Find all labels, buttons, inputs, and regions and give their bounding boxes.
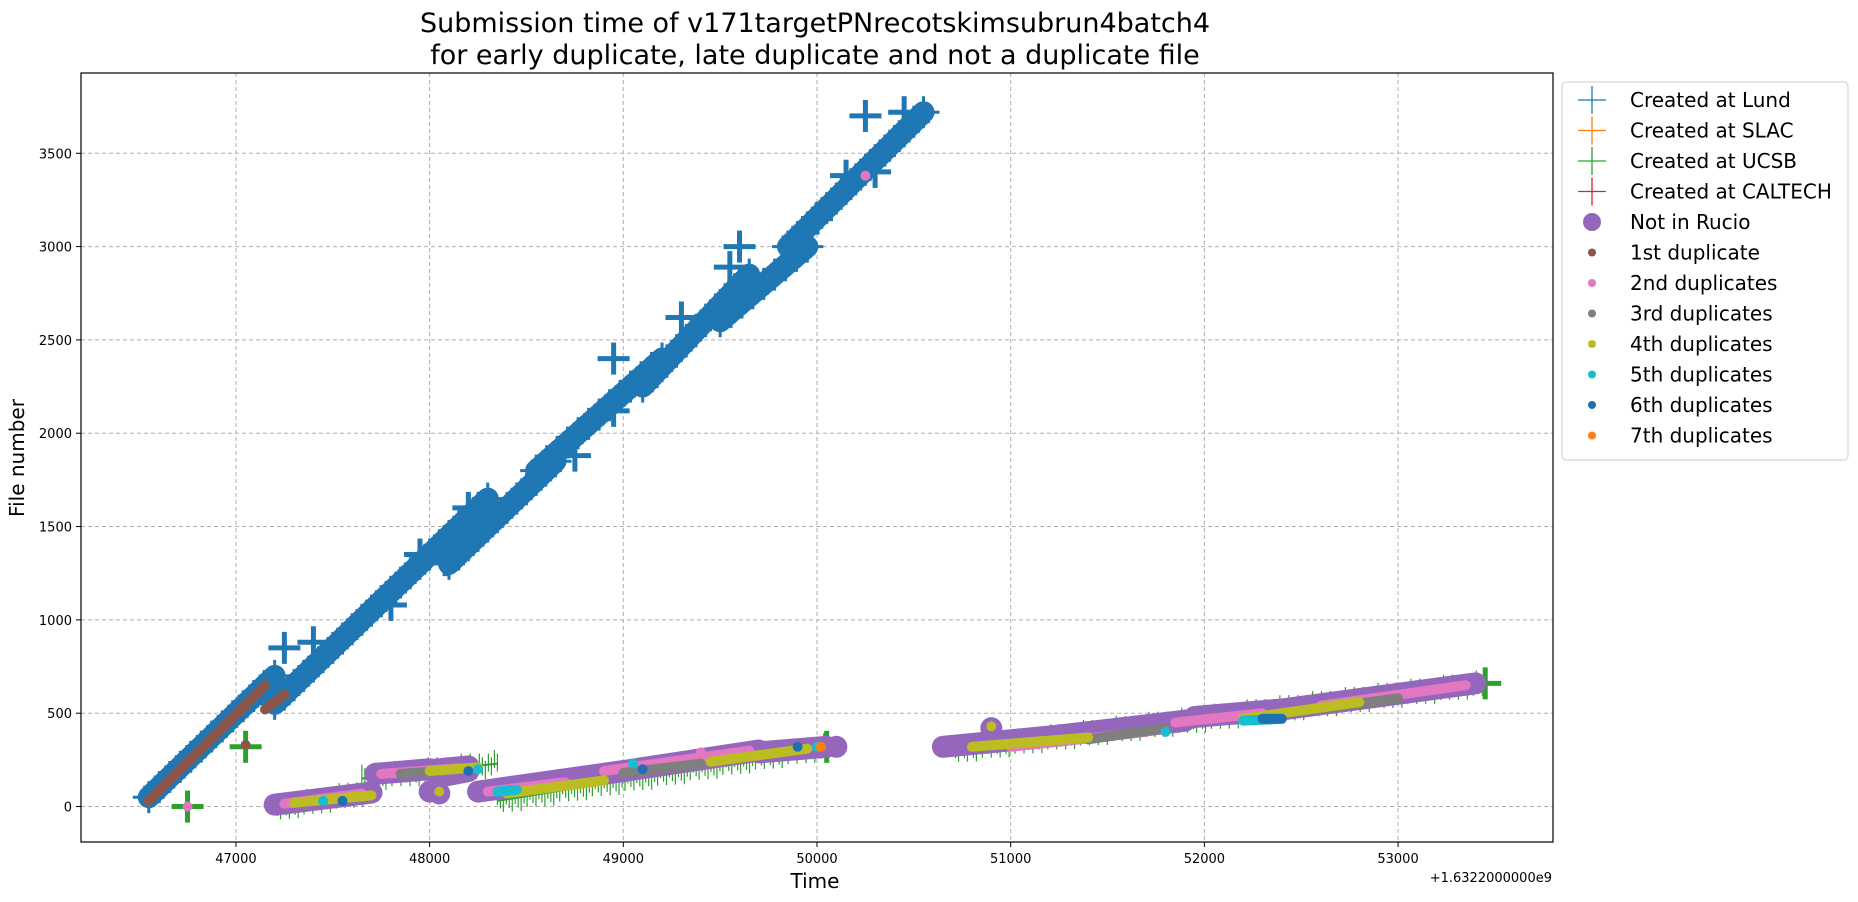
legend-entry: 1st duplicate xyxy=(1588,241,1760,265)
legend-box xyxy=(1561,81,1849,461)
legend: Created at Lund Created at SLAC Created at… xyxy=(1561,81,1849,461)
legend-entry: Created at CALTECH xyxy=(1578,177,1832,206)
x-axis-label: Time xyxy=(790,869,840,893)
y-tick-label: 1500 xyxy=(39,521,72,536)
legend-label: Created at CALTECH xyxy=(1630,180,1832,204)
x-axis-offset: +1.6322000000e9 xyxy=(1430,871,1552,886)
legend-marker xyxy=(1583,213,1601,231)
5th-duplicates-point xyxy=(1160,726,1171,737)
grid xyxy=(81,73,1553,842)
4th-duplicates-point xyxy=(434,786,445,797)
4th-duplicates-run xyxy=(502,775,609,799)
y-tick-label: 2500 xyxy=(39,334,72,349)
y-axis-label: File number xyxy=(5,398,29,517)
legend-entry: Created at UCSB xyxy=(1578,147,1797,175)
legend-label: 2nd duplicates xyxy=(1630,271,1777,295)
y-tick-label: 3500 xyxy=(39,147,72,162)
5th-duplicates-run xyxy=(492,784,522,797)
6th-duplicates-point xyxy=(637,764,648,775)
series-6th-duplicates xyxy=(337,713,1287,806)
y-tick-label: 2000 xyxy=(39,427,72,442)
not-in-rucio-point xyxy=(418,780,441,803)
5th-duplicates-point xyxy=(628,758,638,769)
legend-marker xyxy=(1588,309,1596,318)
legend-marker xyxy=(1588,340,1596,348)
legend-entry: 5th duplicates xyxy=(1588,363,1773,387)
2nd-duplicates-point xyxy=(182,801,193,812)
legend-label: 3rd duplicates xyxy=(1630,302,1773,326)
2nd-duplicates-point xyxy=(860,170,871,181)
legend-label: Created at SLAC xyxy=(1630,119,1794,143)
legend-marker xyxy=(1588,431,1596,440)
legend-entry: Created at SLAC xyxy=(1578,116,1794,145)
lund-band xyxy=(631,263,761,398)
not-in-rucio-point xyxy=(825,735,848,758)
axis-ticks: 47000 48000 49000 50000 51000 52000 53000 0 500 1… xyxy=(39,147,1419,867)
legend-entry: 4th duplicates xyxy=(1588,332,1773,356)
series-7th-duplicates xyxy=(815,741,826,752)
chart-title-line2: for early duplicate, late duplicate and … xyxy=(430,40,1200,71)
6th-duplicates-point xyxy=(463,766,474,777)
legend-marker xyxy=(1588,370,1596,379)
1st-duplicate-point xyxy=(240,739,251,750)
x-tick-label: 51000 xyxy=(990,852,1031,867)
7th-duplicates-point xyxy=(815,741,826,752)
x-tick-label: 47000 xyxy=(215,852,256,867)
chart-title-line1: Submission time of v171targetPNrecotskim… xyxy=(420,8,1210,39)
legend-label: 7th duplicates xyxy=(1630,424,1773,448)
1st-duplicate-run xyxy=(143,680,270,806)
6th-duplicates-point xyxy=(792,741,803,752)
series-created-at-lund xyxy=(132,96,940,814)
legend-entry: Not in Rucio xyxy=(1583,210,1750,234)
y-tick-label: 500 xyxy=(47,707,72,722)
plot-area xyxy=(132,96,1502,823)
3rd-duplicates-run xyxy=(1083,723,1171,745)
legend-marker xyxy=(1588,279,1596,287)
4th-duplicates-run xyxy=(705,743,813,767)
series-not-in-rucio xyxy=(263,672,1487,816)
series-1st-duplicate xyxy=(143,680,290,806)
legend-entry: 7th duplicates xyxy=(1588,424,1773,448)
legend-label: 1st duplicate xyxy=(1630,241,1760,265)
4th-duplicates-point xyxy=(986,721,997,732)
legend-entry: 2nd duplicates xyxy=(1588,271,1777,295)
5th-duplicates-point xyxy=(318,795,329,806)
legend-entry: 3rd duplicates xyxy=(1588,302,1773,326)
2nd-duplicates-point xyxy=(695,747,706,758)
y-tick-label: 1000 xyxy=(39,614,72,629)
legend-entry: Created at Lund xyxy=(1578,86,1791,114)
x-tick-label: 52000 xyxy=(1184,852,1225,867)
3rd-duplicates-run xyxy=(618,758,706,778)
legend-label: Created at UCSB xyxy=(1630,149,1797,173)
legend-label: 4th duplicates xyxy=(1630,332,1773,356)
legend-label: Created at Lund xyxy=(1630,88,1791,112)
legend-marker xyxy=(1588,401,1596,409)
x-tick-label: 53000 xyxy=(1377,852,1418,867)
4th-duplicates-run xyxy=(966,732,1094,752)
1st-duplicate-run xyxy=(260,689,290,715)
legend-entry: 6th duplicates xyxy=(1588,393,1773,417)
x-tick-label: 50000 xyxy=(796,852,837,867)
legend-label: Not in Rucio xyxy=(1630,210,1750,234)
legend-label: 6th duplicates xyxy=(1630,393,1773,417)
6th-duplicates-point xyxy=(337,795,348,806)
legend-marker xyxy=(1588,248,1596,257)
4th-duplicates-run xyxy=(289,790,377,808)
y-tick-label: 3000 xyxy=(39,241,72,256)
y-tick-label: 0 xyxy=(64,801,72,816)
legend-label: 5th duplicates xyxy=(1630,363,1773,387)
5th-duplicates-point xyxy=(473,764,484,775)
x-tick-label: 49000 xyxy=(603,852,644,867)
x-tick-label: 48000 xyxy=(409,852,450,867)
chart-title: Submission time of v171targetPNrecotskim… xyxy=(420,8,1210,71)
